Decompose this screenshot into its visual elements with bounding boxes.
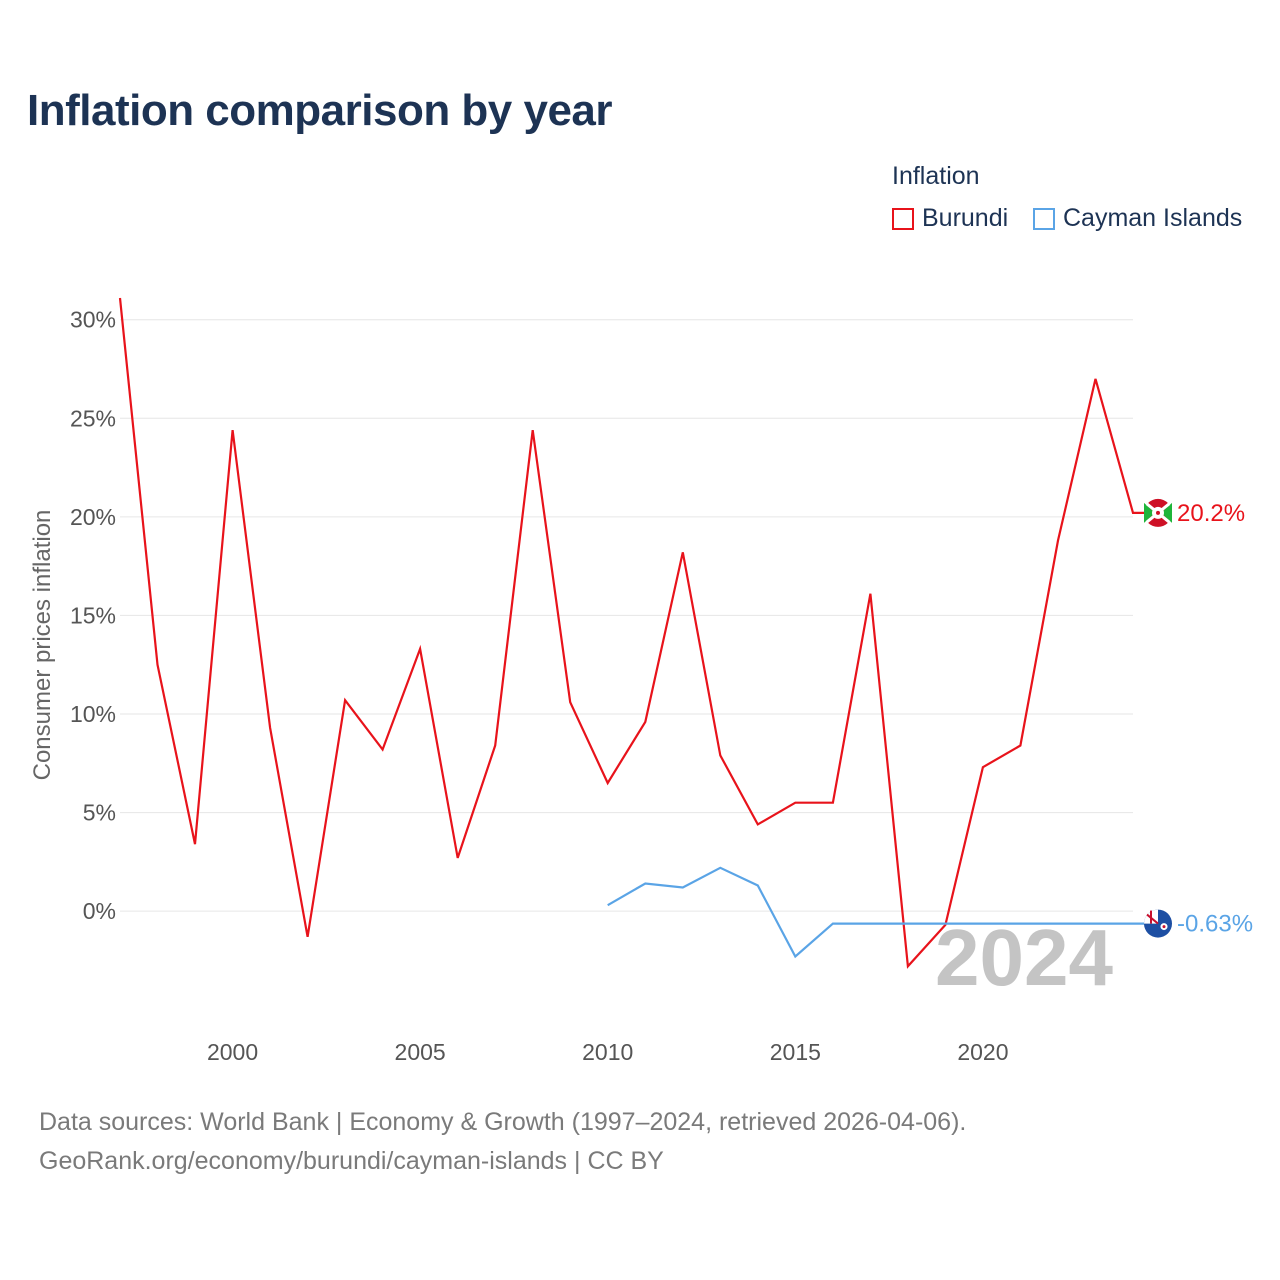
- end-value-label-cayman-islands: -0.63%: [1177, 911, 1253, 938]
- legend-item-cayman-islands[interactable]: Cayman Islands: [1033, 204, 1242, 233]
- year-watermark: 2024: [935, 913, 1113, 1002]
- x-tick-label: 2020: [957, 1039, 1008, 1065]
- legend-swatch-burundi: [892, 207, 914, 230]
- flag-icon-cayman-islands: [1144, 909, 1172, 938]
- x-tick-label: 2005: [395, 1039, 446, 1065]
- legend-title: Inflation: [892, 162, 980, 190]
- footer-source: Data sources: World Bank | Economy & Gro…: [39, 1108, 967, 1136]
- series-line-burundi: [118, 297, 1145, 969]
- footer-link[interactable]: GeoRank.org/economy/burundi/cayman-islan…: [39, 1147, 664, 1175]
- series-line-cayman-islands: [607, 866, 1145, 959]
- y-tick-label: 0%: [83, 898, 116, 924]
- y-tick-label: 10%: [70, 701, 116, 727]
- y-axis-title: Consumer prices inflation: [29, 510, 56, 781]
- legend-label-cayman-islands: Cayman Islands: [1063, 204, 1243, 232]
- y-tick-label: 25%: [70, 405, 116, 431]
- legend-label-burundi: Burundi: [922, 204, 1009, 232]
- x-tick-label: 2010: [582, 1039, 633, 1065]
- x-tick-label: 2015: [770, 1039, 821, 1065]
- y-tick-label: 30%: [70, 307, 116, 333]
- y-tick-label: 20%: [70, 504, 116, 530]
- legend-item-burundi[interactable]: Burundi: [892, 204, 1008, 233]
- flag-icon-burundi: [1144, 498, 1172, 527]
- chart-title: Inflation comparison by year: [27, 86, 613, 135]
- x-tick-label: 2000: [207, 1039, 258, 1065]
- legend-swatch-cayman-islands: [1033, 207, 1055, 230]
- y-tick-label: 5%: [83, 800, 116, 826]
- end-value-label-burundi: 20.2%: [1177, 500, 1245, 527]
- y-tick-label: 15%: [70, 602, 116, 628]
